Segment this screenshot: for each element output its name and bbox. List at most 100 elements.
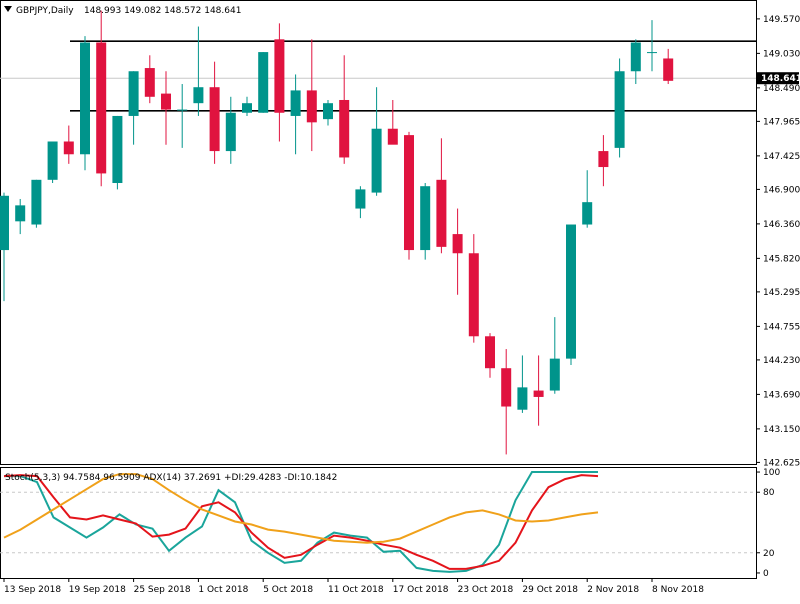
date-tick-label: 25 Sep 2018 [134, 585, 191, 595]
candle [485, 333, 495, 378]
candle-body [274, 39, 285, 113]
candle [566, 224, 576, 366]
candle-body [436, 179, 447, 247]
candle [468, 234, 479, 343]
candle [371, 87, 382, 196]
candle [112, 115, 123, 190]
candle [306, 39, 317, 152]
candle-body [128, 71, 139, 116]
date-tick-label: 2 Nov 2018 [587, 585, 639, 595]
candle-body [242, 103, 252, 113]
candle-body [566, 224, 576, 359]
candle [193, 26, 204, 116]
candle-body [533, 390, 544, 397]
price-tick-label: 145.820 [763, 254, 800, 264]
candle-body [323, 103, 333, 120]
candle-body [420, 186, 431, 251]
indicator-tick-label: 0 [763, 569, 769, 579]
date-tick-label: 1 Oct 2018 [198, 585, 248, 595]
candle-body [31, 179, 42, 225]
candle [80, 36, 90, 171]
candle-body [112, 115, 123, 184]
candle-body [404, 135, 414, 251]
indicator-tick-label: 100 [763, 468, 780, 478]
price-tick-label: 143.690 [763, 390, 800, 400]
price-tick-label: 143.150 [763, 425, 800, 435]
price-tick-label: 144.230 [763, 356, 800, 366]
date-tick-label: 29 Oct 2018 [522, 585, 578, 595]
date-tick-label: 17 Oct 2018 [393, 585, 449, 595]
candle [404, 131, 414, 260]
candle-body [582, 202, 593, 225]
price-tick-label: 149.030 [763, 49, 800, 59]
date-tick-label: 23 Oct 2018 [458, 585, 514, 595]
candle-body [387, 128, 398, 145]
candle [0, 192, 9, 302]
candle [387, 99, 398, 145]
candle [274, 23, 285, 142]
candle-body [144, 68, 155, 97]
candle-body [501, 368, 512, 407]
price-tick-label: 147.425 [763, 152, 800, 162]
price-tick-label: 147.965 [763, 117, 800, 127]
price-tick-label: 148.490 [763, 84, 800, 94]
candle-body [209, 87, 220, 152]
date-tick-label: 11 Oct 2018 [328, 585, 384, 595]
price-tick-label: 146.360 [763, 220, 800, 230]
candle [323, 99, 333, 126]
candle [96, 10, 107, 187]
dropdown-arrow-icon[interactable] [4, 6, 12, 12]
candle-body [339, 99, 350, 158]
candle [242, 96, 252, 116]
date-tick-label: 5 Oct 2018 [263, 585, 313, 595]
candle [501, 349, 512, 455]
candle-body [177, 109, 188, 111]
indicator-label: Stoch(5,3,3) 94.7584 96.5909 ADX(14) 37.… [5, 473, 337, 483]
candle [31, 179, 42, 228]
candle [663, 48, 674, 85]
symbol-title: GBPJPY,Daily [16, 6, 74, 16]
candle [647, 20, 657, 72]
indicator-tick-label: 80 [763, 488, 775, 498]
candle [614, 58, 625, 158]
candle [63, 125, 74, 164]
date-tick-label: 8 Nov 2018 [652, 585, 704, 595]
current-price-label: 148.641 [761, 74, 800, 84]
candle [209, 61, 220, 164]
price-pane [0, 0, 757, 465]
candle [598, 135, 609, 187]
candle [436, 138, 447, 254]
candle [177, 84, 188, 148]
candle [420, 183, 431, 260]
price-tick-label: 144.755 [763, 322, 800, 332]
candle-body [517, 387, 528, 410]
candle-body [193, 87, 204, 104]
candle [225, 96, 236, 164]
candle-body [549, 358, 560, 391]
indicator-series-line [3, 473, 599, 544]
candle [517, 355, 528, 413]
candle [533, 355, 544, 426]
candle-body [614, 71, 625, 148]
candle-body [15, 205, 26, 222]
candle-body [452, 234, 463, 254]
indicator-series-line [4, 471, 598, 573]
indicator-tick-label: 20 [763, 549, 775, 559]
candle [144, 55, 155, 104]
candle [15, 198, 26, 235]
candle-body [96, 42, 107, 174]
price-tick-label: 145.295 [763, 288, 800, 298]
candle-body [47, 141, 58, 180]
indicator-pane [0, 467, 757, 579]
candle-body [485, 336, 495, 369]
price-tick-label: 142.625 [763, 458, 800, 468]
candle-body [598, 151, 609, 168]
candle [161, 71, 171, 145]
candle [452, 208, 463, 295]
candle-body [0, 195, 9, 251]
price-tick-label: 146.900 [763, 185, 800, 195]
candle-body [258, 52, 269, 113]
price-tick-label: 149.570 [763, 15, 800, 25]
